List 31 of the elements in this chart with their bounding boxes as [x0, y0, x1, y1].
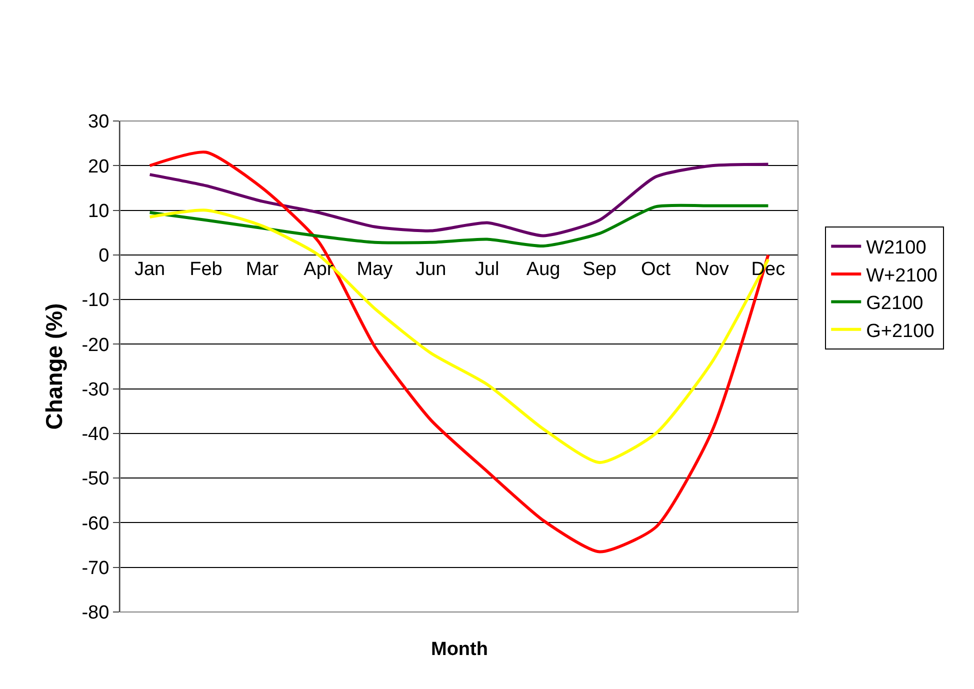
x-tick-label: Jan — [134, 258, 166, 280]
y-tick-label: 0 — [98, 246, 110, 267]
legend-label: G+2100 — [866, 320, 934, 342]
y-tick-label: 10 — [88, 200, 110, 222]
y-tick-label: -20 — [82, 334, 110, 356]
y-tick-label: 20 — [88, 156, 110, 178]
x-axis-title: Month — [431, 639, 488, 660]
line-series — [148, 204, 770, 248]
y-tick-label: -50 — [82, 468, 110, 490]
y-tick-label: -80 — [82, 602, 110, 624]
x-tick-label: Aug — [526, 258, 560, 280]
y-axis-title: Change (%) — [41, 303, 68, 430]
x-tick-label: Mar — [246, 258, 280, 280]
legend-label: W2100 — [866, 238, 926, 259]
x-tick-label: Feb — [190, 258, 222, 280]
line-series — [148, 162, 770, 238]
x-tick-label: Jun — [416, 258, 446, 280]
y-tick-label: -30 — [82, 379, 110, 400]
y-tick-label: -70 — [82, 558, 110, 580]
x-tick-label: May — [356, 258, 394, 280]
y-tick-label: 30 — [88, 112, 110, 133]
legend-label: W+2100 — [866, 265, 938, 286]
y-tick-label: -10 — [82, 290, 110, 312]
x-tick-label: Sep — [582, 258, 616, 280]
x-tick-label: Nov — [695, 258, 730, 280]
x-tick-label: Oct — [640, 258, 672, 280]
y-tick-label: -40 — [82, 424, 110, 446]
x-tick-label: Jul — [474, 258, 500, 280]
y-tick-label: -60 — [82, 513, 110, 534]
x-tick-label: Apr — [304, 258, 334, 280]
legend-label: G2100 — [866, 293, 924, 314]
